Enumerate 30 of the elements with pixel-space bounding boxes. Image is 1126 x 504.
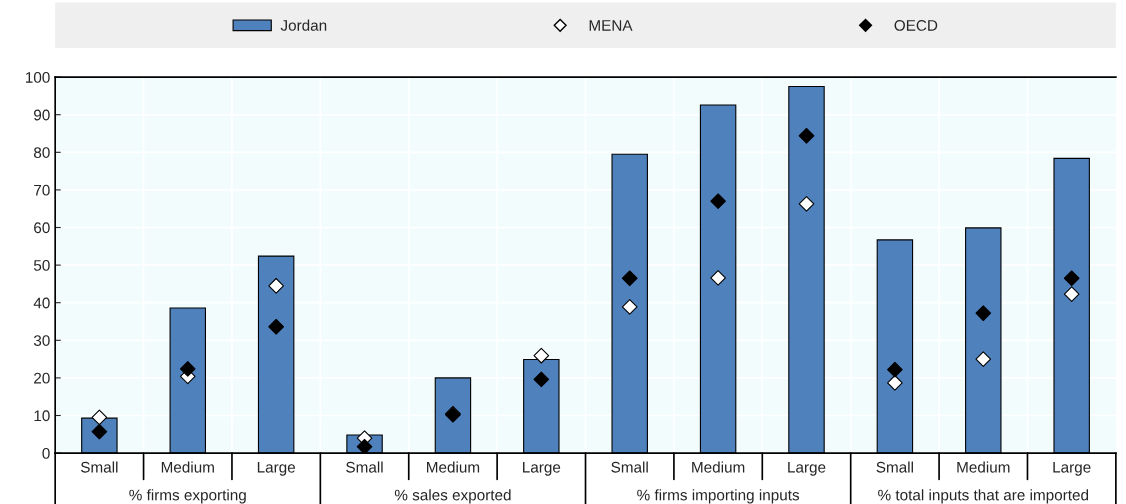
x-tick-label: Large <box>523 461 561 476</box>
text: % total inputs that are imported <box>878 489 1089 504</box>
x-tick-label: Medium <box>692 461 745 473</box>
text: % firms exporting <box>129 489 246 504</box>
x-tick-label: Medium <box>957 461 1010 473</box>
y-tick-label: 40 <box>33 297 50 309</box>
x-tick-label: Small <box>876 461 913 473</box>
legend-label: MENA <box>589 20 633 31</box>
y-tick-label: 50 <box>33 259 50 271</box>
x-tick-label: Small <box>80 461 118 473</box>
y-tick-label: 0 <box>42 447 50 459</box>
y-tick-label: 10 <box>34 410 50 422</box>
x-tick-label: Small <box>346 461 383 473</box>
y-tick-label: 60 <box>34 222 50 234</box>
x-tick-label: Large <box>257 461 296 476</box>
x-tick-label: Large <box>1053 461 1091 476</box>
text: % firms importing inputs <box>637 489 800 504</box>
y-tick-label: 90 <box>34 109 50 121</box>
y-tick-label: 30 <box>33 335 50 346</box>
legend-label: Jordan <box>280 19 327 31</box>
y-tick-label: 100 <box>25 71 50 83</box>
y-tick-label: 70 <box>34 184 50 196</box>
x-tick-label: Small <box>611 461 648 473</box>
text: % sales exported <box>394 489 511 504</box>
legend-label: OECD <box>894 19 938 31</box>
x-tick-label: Medium <box>161 461 214 473</box>
y-tick-label: 20 <box>34 372 50 384</box>
y-tick-label: 80 <box>33 147 50 158</box>
x-tick-label: Medium <box>427 461 480 473</box>
x-tick-label: Large <box>788 461 826 476</box>
